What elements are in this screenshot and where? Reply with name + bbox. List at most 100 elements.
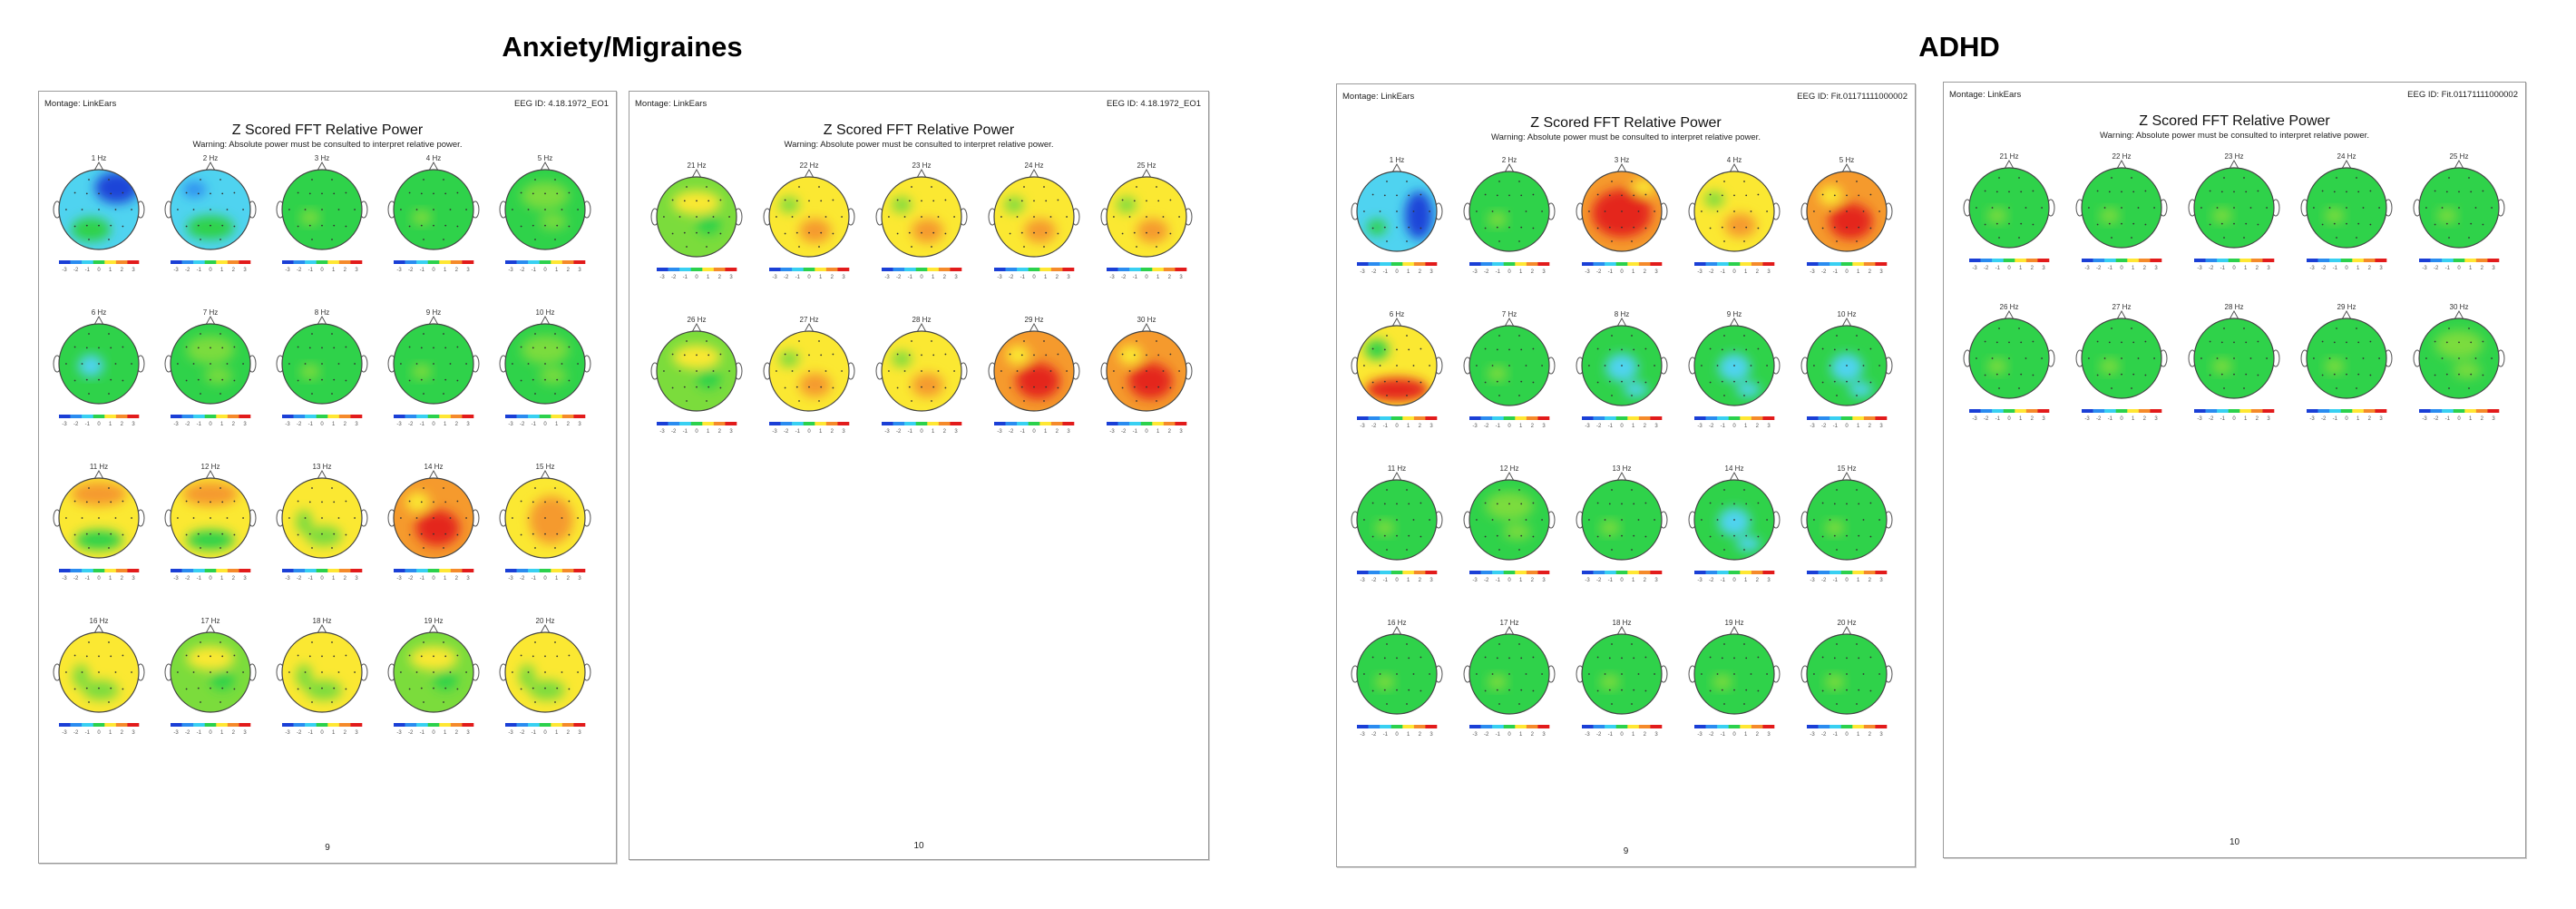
power-region — [697, 214, 721, 235]
power-region — [182, 181, 207, 198]
topomap: 10 Hz -3 -2 -1 0 1 2 3 — [499, 308, 591, 427]
frequency-label: 12 Hz — [1500, 464, 1519, 473]
scale-tick-label: -2 — [1484, 578, 1489, 583]
color-scale-bar: -3 -2 -1 0 1 2 3 — [282, 569, 363, 582]
topomap: 11 Hz -3 -2 -1 0 1 2 3 — [1351, 464, 1443, 583]
scale-tick-label: 1 — [1632, 578, 1635, 583]
scale-tick-label: -1 — [1020, 275, 1026, 280]
frequency-label: 19 Hz — [424, 617, 444, 625]
scale-tick-label: -1 — [85, 422, 91, 427]
eeg-id-label: EEG ID: Fit.01171111000002 — [1797, 92, 1908, 102]
frequency-label: 14 Hz — [1725, 464, 1744, 473]
topomap: 12 Hz -3 -2 -1 0 1 2 3 — [164, 463, 257, 582]
scale-tick-label: 0 — [1395, 269, 1399, 275]
frequency-label: 11 Hz — [1388, 464, 1406, 473]
scale-tick-label: -3 — [173, 730, 179, 736]
scale-tick-label: 1 — [555, 268, 559, 273]
scale-tick-label: 0 — [543, 576, 547, 582]
power-region — [1849, 382, 1873, 397]
scale-tick-label: 3 — [355, 576, 358, 582]
power-region — [799, 373, 832, 397]
topomap: 18 Hz -3 -2 -1 0 1 2 3 — [276, 617, 368, 736]
color-scale-bar: -3 -2 -1 0 1 2 3 — [394, 260, 474, 273]
scale-tick-label: 0 — [432, 268, 435, 273]
scale-tick-label: 3 — [954, 429, 958, 435]
frequency-label: 16 Hz — [90, 617, 109, 625]
scale-tick-label: 1 — [2356, 266, 2360, 271]
scale-tick-label: -1 — [532, 268, 537, 273]
scale-tick-label: 3 — [132, 576, 135, 582]
scale-tick-label: 1 — [220, 576, 224, 582]
color-scale-bar: -3 -2 -1 0 1 2 3 — [1694, 262, 1775, 275]
power-region — [186, 215, 235, 239]
scale-tick-label: 2 — [1056, 429, 1059, 435]
head-outline — [881, 330, 962, 412]
power-region — [521, 336, 570, 364]
color-scale-bar: -3 -2 -1 0 1 2 3 — [505, 569, 586, 582]
topomap: 3 Hz -3 -2 -1 0 1 2 3 — [1576, 156, 1668, 275]
head-outline — [768, 176, 850, 258]
power-region — [1986, 358, 2007, 375]
scale-tick-label: 1 — [2469, 266, 2473, 271]
head-outline — [281, 323, 363, 405]
scale-tick-label: 0 — [209, 730, 212, 736]
scale-tick-label: -1 — [908, 275, 913, 280]
scale-tick-label: 2 — [1419, 732, 1422, 738]
scale-tick-label: 3 — [2267, 266, 2270, 271]
frequency-label: 17 Hz — [201, 617, 220, 625]
color-scale-bar: -3 -2 -1 0 1 2 3 — [2419, 409, 2500, 422]
scale-tick-label: 2 — [1644, 424, 1647, 429]
scale-tick-label: -3 — [1697, 269, 1703, 275]
topomap: 19 Hz -3 -2 -1 0 1 2 3 — [387, 617, 480, 736]
scale-tick-label: -2 — [2434, 416, 2439, 422]
power-region — [1986, 208, 2007, 224]
scale-tick-label: 1 — [332, 576, 336, 582]
scale-tick-label: -2 — [185, 422, 190, 427]
scale-tick-label: -1 — [1133, 429, 1138, 435]
power-region — [672, 191, 721, 215]
scale-tick-label: 0 — [97, 268, 101, 273]
frequency-label: 15 Hz — [1838, 464, 1857, 473]
scale-tick-label: 0 — [1732, 578, 1736, 583]
scale-tick-label: -1 — [1496, 269, 1501, 275]
color-scale-bar: -3 -2 -1 0 1 2 3 — [394, 415, 474, 427]
topomap: 27 Hz -3 -2 -1 0 1 2 3 — [2075, 303, 2168, 422]
scale-tick-label: -3 — [1472, 424, 1478, 429]
scale-tick-label: -2 — [520, 268, 525, 273]
frequency-label: 23 Hz — [2225, 152, 2244, 161]
power-region — [1824, 674, 1845, 690]
scale-tick-label: -2 — [1009, 275, 1014, 280]
scale-tick-label: 1 — [2132, 416, 2135, 422]
report-page-adhd-9: Montage: LinkEars EEG ID: Fit.0117111100… — [1336, 83, 1916, 867]
power-region — [1632, 179, 1656, 196]
scale-tick-label: 2 — [943, 429, 947, 435]
power-region — [672, 345, 721, 369]
power-region — [74, 530, 123, 551]
frequency-label: 13 Hz — [313, 463, 332, 471]
power-region — [892, 351, 912, 367]
scale-tick-label: -2 — [185, 730, 190, 736]
power-region — [83, 679, 119, 700]
head-outline — [2081, 318, 2162, 399]
color-scale-bar: -3 -2 -1 0 1 2 3 — [505, 415, 586, 427]
scale-tick-label: 1 — [444, 576, 447, 582]
scale-tick-label: 1 — [555, 576, 559, 582]
scale-tick-label: -3 — [1585, 424, 1590, 429]
scale-tick-label: -3 — [396, 576, 402, 582]
frequency-label: 28 Hz — [912, 316, 932, 324]
power-region — [892, 197, 912, 213]
scale-tick-label: -2 — [1984, 416, 1989, 422]
power-region — [2453, 362, 2482, 379]
topomap: 10 Hz -3 -2 -1 0 1 2 3 — [1800, 310, 1893, 429]
color-scale-bar: -3 -2 -1 0 1 2 3 — [2194, 259, 2275, 271]
frequency-label: 29 Hz — [1025, 316, 1044, 324]
power-region — [779, 197, 799, 213]
scale-tick-label: 2 — [1644, 732, 1647, 738]
scale-tick-label: -2 — [297, 268, 302, 273]
scale-tick-label: -1 — [308, 730, 314, 736]
frequency-label: 24 Hz — [2337, 152, 2356, 161]
color-scale-bar: -3 -2 -1 0 1 2 3 — [1107, 422, 1187, 435]
scale-tick-label: -1 — [1496, 578, 1501, 583]
scale-tick-label: -2 — [73, 730, 79, 736]
scale-tick-label: 2 — [1756, 732, 1760, 738]
